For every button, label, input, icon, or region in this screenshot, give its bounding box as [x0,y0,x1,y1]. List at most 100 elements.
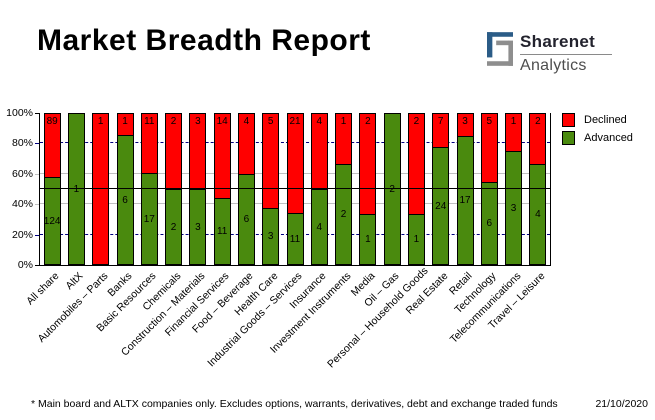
bar-automobiles-parts: 1 [92,113,110,265]
bar-segment-declined: 2 [165,113,183,189]
bar-value-declined: 2 [535,116,541,127]
bar-segment-declined: 1 [505,113,523,151]
bar-value-advanced: 2 [340,209,347,220]
bar-segment-advanced: 4 [529,164,547,265]
y-axis-tick-20 [35,234,39,236]
page-title: Market Breadth Report [37,24,371,57]
bar-basic-resources: 11 17 [140,113,158,265]
legend-swatch-advanced [562,130,575,145]
bar-segment-declined: 5 [480,113,498,182]
bar-segment-declined: 89 [43,113,61,177]
bar-all-share: 89 124 [43,113,61,265]
bar-value-advanced: 4 [535,209,541,220]
bar-value-declined: 89 [46,116,58,127]
bar-value-declined: 4 [243,116,250,127]
bar-retail: 3 17 [456,113,474,265]
bar-segment-advanced: 2 [335,164,353,265]
bar-value-declined: 3 [462,116,468,127]
bar-segment-advanced: 4 [310,189,328,265]
bar-value-advanced: 1 [365,234,371,245]
bar-value-declined: 5 [267,116,274,127]
bar-segment-declined: 1 [92,113,110,265]
logo-divider [520,54,612,55]
bar-value-advanced: 4 [316,221,323,233]
bar-segment-advanced: 1 [407,214,425,265]
plot-area: 89 124 1 1 1 6 11 17 2 2 3 3 14 11 4 6 5 3 21 11 4 4 1 2 2 1 2 2 1 7 2… [39,113,551,266]
bar-segment-advanced: 11 [213,198,231,265]
y-axis-label-40: 40% [11,198,33,211]
bar-value-advanced: 6 [122,194,128,206]
bar-segment-declined: 5 [262,113,280,208]
bar-segment-advanced: 17 [140,173,158,265]
footnote: * Main board and ALTX companies only. Ex… [31,398,558,410]
legend-swatch-declined [562,112,575,127]
bar-segment-advanced: 6 [237,174,255,265]
bar-value-advanced: 11 [289,233,301,245]
bar-value-advanced: 11 [216,226,228,237]
reference-line-50pct [40,188,550,189]
y-axis-label-20: 20% [11,228,33,241]
sharenet-logo-icon [487,32,513,66]
bar-value-advanced: 1 [73,183,80,195]
bar-value-advanced: 3 [267,231,274,242]
y-axis-label-100: 100% [6,107,33,119]
bar-segment-declined: 1 [116,113,134,135]
bar-value-declined: 14 [216,116,228,127]
bar-value-declined: 3 [195,116,201,127]
bar-segment-declined: 3 [456,113,474,136]
sharenet-logo-text: Sharenet Analytics [520,32,612,75]
bar-segment-advanced: 24 [432,147,450,265]
bar-industrial-goods-services: 21 11 [286,113,304,265]
bar-value-declined: 1 [97,116,104,127]
bar-altx: 1 [67,113,85,265]
bar-value-advanced: 6 [243,214,250,225]
bar-value-advanced: 6 [486,218,493,229]
bar-value-advanced: 2 [170,221,177,233]
bar-segment-advanced: 124 [43,177,61,265]
legend-label-advanced: Advanced [584,131,633,144]
bar-value-declined: 2 [413,116,420,127]
bar-segment-declined: 7 [432,113,450,147]
bar-value-advanced: 3 [195,221,201,233]
bar-segment-advanced: 2 [383,113,401,265]
logo-brand-name: Sharenet [520,32,596,51]
bar-segment-advanced: 6 [480,182,498,265]
report-date: 21/10/2020 [595,398,648,410]
bar-oil-gas: 2 [383,113,401,265]
bar-segment-advanced: 6 [116,135,134,265]
sharenet-logo: Sharenet Analytics [487,32,612,75]
y-axis-tick-0 [35,265,39,266]
bar-value-declined: 1 [122,116,128,127]
bar-value-advanced: 124 [43,215,61,227]
bar-value-advanced: 24 [435,200,447,212]
bar-segment-advanced: 1 [67,113,85,265]
bar-segment-advanced: 11 [286,213,304,265]
bar-value-declined: 5 [486,116,493,127]
chart-footer: * Main board and ALTX companies only. Ex… [0,398,655,410]
legend-label-declined: Declined [584,113,627,126]
bar-value-declined: 7 [437,116,444,127]
bar-segment-declined: 1 [335,113,353,164]
bar-segment-declined: 2 [529,113,547,164]
bar-value-declined: 1 [340,116,347,127]
bar-value-advanced: 3 [510,202,517,214]
logo-brand-subtitle: Analytics [520,57,587,74]
bar-value-declined: 2 [170,116,177,127]
y-axis-label-60: 60% [11,167,33,180]
bar-segment-declined: 4 [237,113,255,174]
y-axis-label-0: 0% [17,259,33,271]
bar-segment-advanced: 17 [456,136,474,265]
bar-value-advanced: 2 [389,183,395,195]
legend-item-advanced: Advanced [562,130,633,145]
